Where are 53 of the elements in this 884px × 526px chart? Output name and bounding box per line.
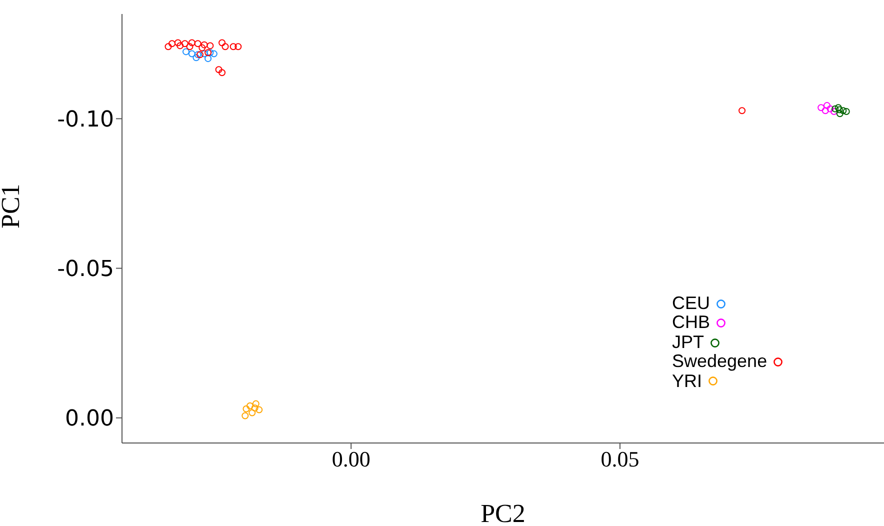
point — [215, 66, 222, 74]
point — [252, 400, 260, 408]
point — [218, 39, 226, 46]
point — [242, 405, 250, 412]
point — [836, 106, 843, 114]
point — [230, 43, 237, 50]
point — [251, 404, 258, 412]
point — [822, 107, 829, 114]
point — [182, 48, 190, 56]
point — [738, 107, 746, 114]
point — [830, 108, 838, 116]
point — [842, 108, 850, 116]
point — [204, 55, 212, 62]
point — [200, 50, 208, 58]
point — [194, 40, 202, 48]
point — [248, 409, 256, 416]
x-tick-label: 0.05 — [600, 446, 640, 472]
point — [832, 105, 839, 112]
legend-label: CHB — [672, 312, 710, 333]
legend-label: JPT — [672, 332, 704, 352]
point — [840, 107, 847, 114]
point — [836, 110, 844, 118]
point — [174, 39, 182, 46]
point — [234, 43, 242, 50]
point — [176, 42, 184, 50]
point — [246, 402, 254, 410]
point — [210, 50, 218, 58]
legend-label: YRI — [672, 370, 702, 392]
point — [834, 104, 842, 112]
y-tick-label: 0.00 — [65, 406, 114, 432]
point — [188, 50, 196, 58]
point — [168, 40, 176, 48]
point — [818, 104, 825, 112]
point — [824, 102, 830, 110]
point — [181, 40, 188, 48]
point — [222, 43, 229, 50]
point — [192, 54, 200, 62]
point — [218, 69, 226, 76]
point — [198, 44, 206, 52]
point — [256, 406, 263, 414]
point — [188, 39, 196, 46]
point — [186, 43, 194, 50]
x-axis-title: PC2 — [480, 499, 526, 526]
point — [200, 41, 208, 48]
legend-label: CEU — [672, 293, 710, 314]
point — [826, 105, 834, 112]
y-tick-label: -0.05 — [57, 257, 114, 282]
point — [206, 42, 214, 50]
point — [242, 412, 249, 420]
point — [164, 43, 172, 50]
y-axis-title: PC1 — [0, 184, 26, 228]
y-tick-label: -0.10 — [57, 108, 114, 133]
legend-label: Swedegene — [672, 351, 768, 372]
